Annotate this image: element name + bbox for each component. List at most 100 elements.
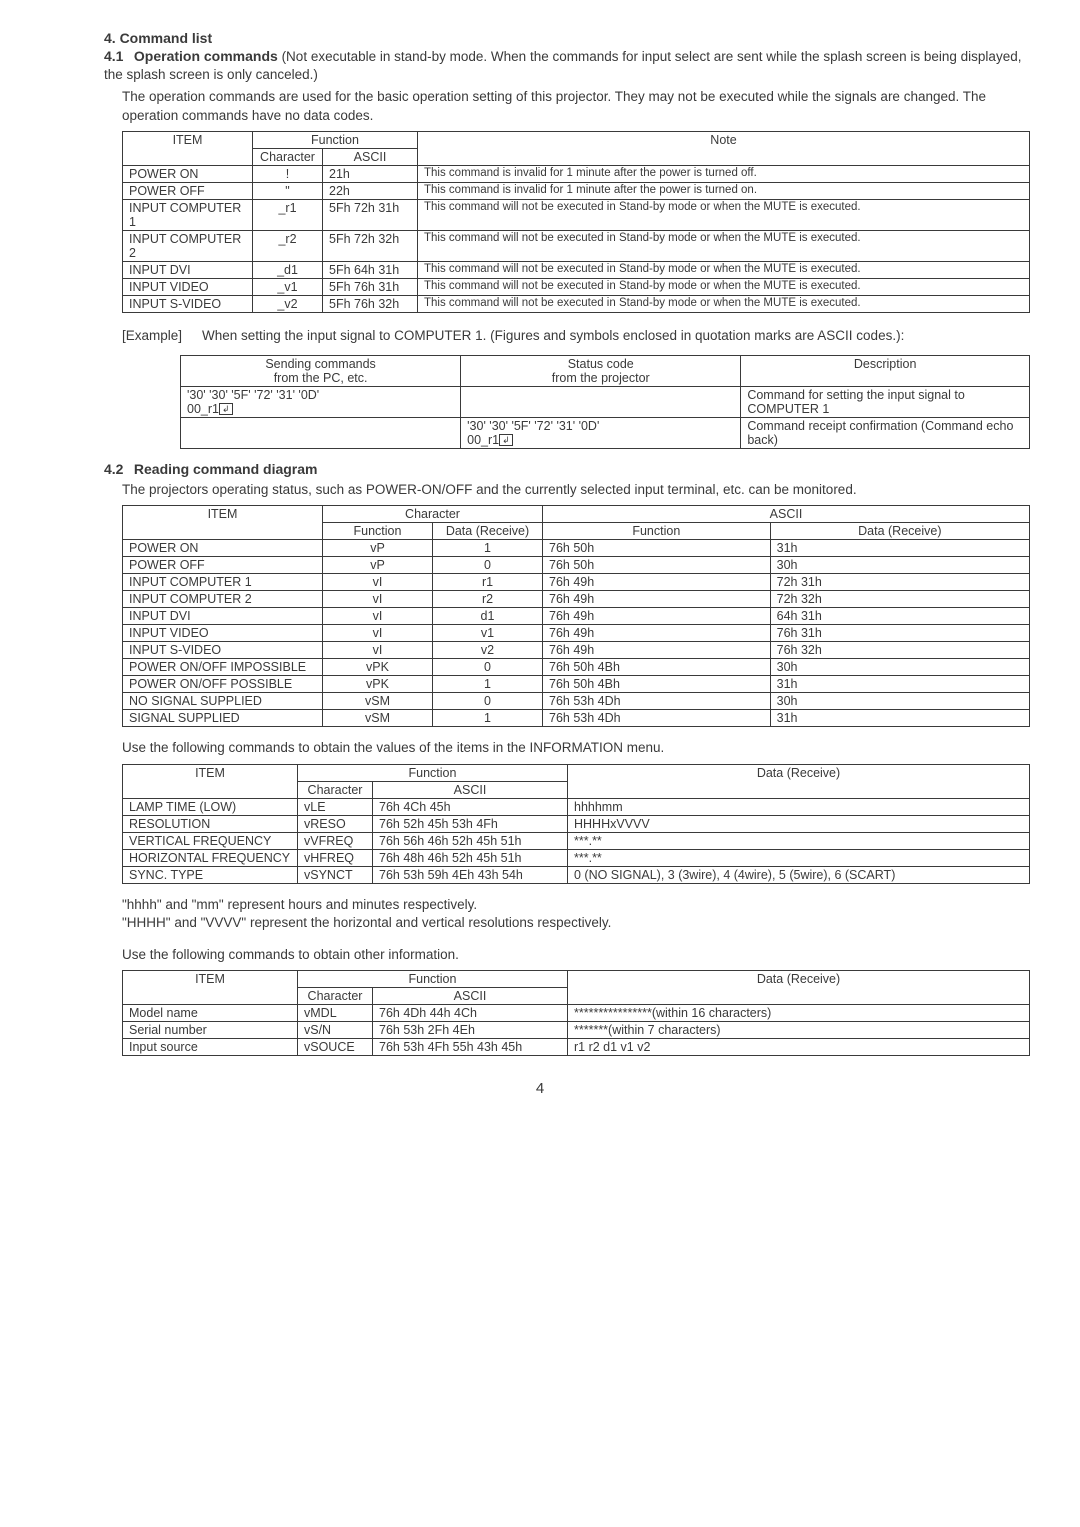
table-row: POWER OFFvP076h 50h30h [123, 557, 1030, 574]
cell-note: This command will not be executed in Sta… [418, 278, 1030, 295]
cell-cf: vSM [323, 693, 433, 710]
cell-cd: r1 [433, 574, 543, 591]
table-row: POWER ON!21hThis command is invalid for … [123, 165, 1030, 182]
th-character: Character [253, 148, 323, 165]
cell-item: INPUT S-VIDEO [123, 642, 323, 659]
ex-r2c1 [181, 418, 461, 449]
cell-ascii: 5Fh 76h 31h [323, 278, 418, 295]
cell-ascii: 5Fh 76h 32h [323, 295, 418, 312]
cell-ad: 31h [770, 710, 1029, 727]
cell-ascii: 76h 48h 46h 52h 45h 51h [373, 849, 568, 866]
other-intro: Use the following commands to obtain oth… [122, 946, 1030, 964]
cell-char: ! [253, 165, 323, 182]
cell-note: This command is invalid for 1 minute aft… [418, 182, 1030, 199]
cell-ascii: 76h 4Dh 44h 4Ch [373, 1005, 568, 1022]
cell-item: LAMP TIME (LOW) [123, 798, 298, 815]
cell-char: _d1 [253, 261, 323, 278]
cell-char: vS/N [298, 1022, 373, 1039]
ex-r1c3: Command for setting the input signal to … [741, 387, 1030, 418]
cell-ad: 76h 32h [770, 642, 1029, 659]
cell-data: ***.** [568, 832, 1030, 849]
cell-af: 76h 49h [543, 591, 771, 608]
ot-th-ascii: ASCII [373, 988, 568, 1005]
cell-cd: d1 [433, 608, 543, 625]
cell-item: INPUT COMPUTER 2 [123, 591, 323, 608]
ex-th2a: Status code [568, 357, 634, 371]
reading-commands-table: ITEM Character ASCII Function Data (Rece… [122, 505, 1030, 727]
cell-af: 76h 49h [543, 574, 771, 591]
cell-cd: 0 [433, 659, 543, 676]
cell-char: _r1 [253, 199, 323, 230]
cell-cf: vPK [323, 676, 433, 693]
enter-icon: ↲ [499, 434, 513, 446]
note1: "hhhh" and "mm" represent hours and minu… [122, 896, 1030, 914]
table-row: INPUT S-VIDEOvIv276h 49h76h 32h [123, 642, 1030, 659]
cell-data: ****************(within 16 characters) [568, 1005, 1030, 1022]
cell-af: 76h 50h 4Bh [543, 676, 771, 693]
ex-th1a: Sending commands [265, 357, 375, 371]
cell-char: vSYNCT [298, 866, 373, 883]
cell-char: _v1 [253, 278, 323, 295]
cell-data: HHHHxVVVV [568, 815, 1030, 832]
cell-note: This command will not be executed in Sta… [418, 261, 1030, 278]
table-row: Input sourcevSOUCE76h 53h 4Fh 55h 43h 45… [123, 1039, 1030, 1056]
cell-cf: vI [323, 574, 433, 591]
cell-cf: vI [323, 608, 433, 625]
ex-th1: Sending commandsfrom the PC, etc. [181, 356, 461, 387]
cell-ad: 72h 32h [770, 591, 1029, 608]
table-row: HORIZONTAL FREQUENCYvHFREQ76h 48h 46h 52… [123, 849, 1030, 866]
section-4-1-heading: 4.1 Operation commands (Not executable i… [104, 48, 1030, 84]
table-row: LAMP TIME (LOW)vLE76h 4Ch 45hhhhhmm [123, 798, 1030, 815]
ot-th-char: Character [298, 988, 373, 1005]
table-row: INPUT COMPUTER 1_r15Fh 72h 31hThis comma… [123, 199, 1030, 230]
table-row: INPUT VIDEO_v15Fh 76h 31hThis command wi… [123, 278, 1030, 295]
cell-ascii: 22h [323, 182, 418, 199]
ex-r1c2 [461, 387, 741, 418]
cell-item: INPUT DVI [123, 608, 323, 625]
cell-data: 0 (NO SIGNAL), 3 (3wire), 4 (4wire), 5 (… [568, 866, 1030, 883]
ex-r2c2b: 00_r1 [467, 433, 499, 447]
cell-af: 76h 50h [543, 540, 771, 557]
table-row: INPUT COMPUTER 2_r25Fh 72h 32hThis comma… [123, 230, 1030, 261]
cell-af: 76h 49h [543, 642, 771, 659]
cell-ad: 31h [770, 676, 1029, 693]
ex-th2b: from the projector [552, 371, 650, 385]
table-row: Model namevMDL76h 4Dh 44h 4Ch***********… [123, 1005, 1030, 1022]
cell-item: HORIZONTAL FREQUENCY [123, 849, 298, 866]
cell-af: 76h 49h [543, 608, 771, 625]
ex-r1c1: '30' '30' '5F' '72' '31' '0D'00_r1↲ [181, 387, 461, 418]
rc-th-item: ITEM [123, 506, 323, 540]
ex-th2: Status codefrom the projector [461, 356, 741, 387]
section-4-2-heading: 4.2 Reading command diagram [104, 461, 1030, 477]
operation-commands-table: ITEM Function Note Character ASCII POWER… [122, 131, 1030, 313]
table-row: INPUT DVI_d15Fh 64h 31hThis command will… [123, 261, 1030, 278]
info-intro: Use the following commands to obtain the… [122, 739, 1030, 757]
cell-item: INPUT VIDEO [123, 625, 323, 642]
page-number: 4 [50, 1080, 1030, 1097]
table-row: POWER ONvP176h 50h31h [123, 540, 1030, 557]
ot-th-func: Function [298, 971, 568, 988]
section-4-2-title: Reading command diagram [134, 461, 318, 477]
cell-cf: vI [323, 625, 433, 642]
table-row: POWER ON/OFF IMPOSSIBLEvPK076h 50h 4Bh30… [123, 659, 1030, 676]
cell-cd: 1 [433, 710, 543, 727]
cell-item: VERTICAL FREQUENCY [123, 832, 298, 849]
cell-ad: 31h [770, 540, 1029, 557]
th-item: ITEM [123, 131, 253, 165]
example-block: [Example] When setting the input signal … [122, 327, 1030, 345]
cell-ascii: 76h 4Ch 45h [373, 798, 568, 815]
cell-item: INPUT S-VIDEO [123, 295, 253, 312]
cell-ad: 30h [770, 693, 1029, 710]
section-4-1-num: 4.1 [104, 48, 130, 64]
cell-char: vLE [298, 798, 373, 815]
cell-note: This command is invalid for 1 minute aft… [418, 165, 1030, 182]
cell-item: Model name [123, 1005, 298, 1022]
th-note: Note [418, 131, 1030, 165]
cell-item: INPUT DVI [123, 261, 253, 278]
cell-item: POWER ON [123, 540, 323, 557]
section-4-2-para: The projectors operating status, such as… [122, 481, 1030, 499]
cell-ascii: 5Fh 72h 32h [323, 230, 418, 261]
table-row: SIGNAL SUPPLIEDvSM176h 53h 4Dh31h [123, 710, 1030, 727]
cell-af: 76h 50h [543, 557, 771, 574]
cell-ad: 30h [770, 557, 1029, 574]
